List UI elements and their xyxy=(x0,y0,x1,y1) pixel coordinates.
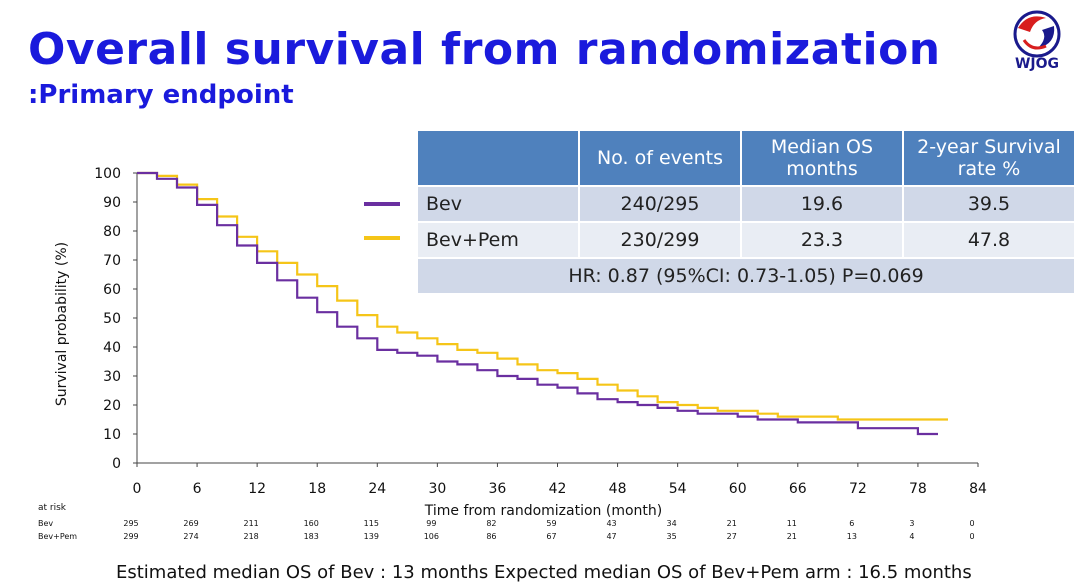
x-tick-label: 6 xyxy=(193,481,202,497)
results-table: No. of events Median OS months 2-year Su… xyxy=(418,131,1076,295)
at-risk-value: 0 xyxy=(969,519,974,528)
at-risk-value: 183 xyxy=(304,532,319,541)
at-risk-value: 43 xyxy=(606,519,616,528)
at-risk-value: 115 xyxy=(364,519,379,528)
table-row: Bev+Pem 230/299 23.3 47.8 xyxy=(418,223,1076,259)
y-tick-label: 100 xyxy=(94,166,121,182)
x-tick-label: 72 xyxy=(849,481,867,497)
at-risk-value: 47 xyxy=(606,532,616,541)
y-tick-label: 20 xyxy=(103,398,121,414)
at-risk-value: 86 xyxy=(486,532,496,541)
at-risk-value: 13 xyxy=(847,532,857,541)
x-tick-label: 24 xyxy=(368,481,386,497)
x-tick-label: 30 xyxy=(428,481,446,497)
chart-series xyxy=(137,171,948,436)
y-tick-label: 50 xyxy=(103,311,121,327)
table-header-median: Median OS months xyxy=(742,131,904,187)
table-cell-rate: 39.5 xyxy=(904,187,1076,223)
at-risk-value: 11 xyxy=(787,519,797,528)
chart-axes: 0 10 20 30 40 50 60 70 80 90 100 0 6 12 18 24 30 36 42 48 54… xyxy=(54,166,987,519)
table-cell-events: 240/295 xyxy=(580,187,742,223)
y-tick-label: 10 xyxy=(103,427,121,443)
y-tick-label: 90 xyxy=(103,195,121,211)
slide-title: Overall survival from randomization xyxy=(28,24,941,75)
at-risk-value: 82 xyxy=(486,519,496,528)
at-risk-value: 269 xyxy=(183,519,198,528)
at-risk-value: 21 xyxy=(727,519,737,528)
table-header-row: No. of events Median OS months 2-year Su… xyxy=(418,131,1076,187)
x-tick-label: 0 xyxy=(133,481,142,497)
x-tick-label: 12 xyxy=(248,481,266,497)
x-tick-label: 36 xyxy=(489,481,507,497)
x-tick-label: 48 xyxy=(609,481,627,497)
x-tick-label: 42 xyxy=(549,481,567,497)
x-tick-label: 54 xyxy=(669,481,687,497)
at-risk-value: 6 xyxy=(849,519,854,528)
x-axis-label: Time from randomization (month) xyxy=(424,503,663,519)
at-risk-value: 299 xyxy=(123,532,138,541)
table-cell-events: 230/299 xyxy=(580,223,742,259)
at-risk-value: 34 xyxy=(667,519,677,528)
x-tick-label: 78 xyxy=(909,481,927,497)
table-row: Bev 240/295 19.6 39.5 xyxy=(418,187,1076,223)
at-risk-row-name: Bev+Pem xyxy=(38,532,77,541)
hazard-ratio: HR: 0.87 (95%CI: 0.73-1.05) P=0.069 xyxy=(418,259,1076,295)
y-tick-label: 60 xyxy=(103,282,121,298)
legend-swatch-bevpem xyxy=(364,236,400,240)
at-risk-value: 59 xyxy=(546,519,556,528)
y-tick-label: 30 xyxy=(103,369,121,385)
at-risk-value: 139 xyxy=(364,532,379,541)
table-cell-group: Bev xyxy=(418,187,580,223)
table-cell-median: 23.3 xyxy=(742,223,904,259)
y-tick-label: 40 xyxy=(103,340,121,356)
at-risk-label: at risk xyxy=(38,503,67,513)
legend-swatch-bev xyxy=(364,202,400,206)
at-risk-value: 99 xyxy=(426,519,436,528)
table-row: HR: 0.87 (95%CI: 0.73-1.05) P=0.069 xyxy=(418,259,1076,295)
footnote: Estimated median OS of Bev : 13 months E… xyxy=(116,562,972,583)
at-risk-value: 211 xyxy=(244,519,259,528)
at-risk-value: 27 xyxy=(727,532,737,541)
at-risk-value: 295 xyxy=(123,519,138,528)
at-risk-value: 0 xyxy=(969,532,974,541)
x-tick-label: 66 xyxy=(789,481,807,497)
x-tick-label: 18 xyxy=(308,481,326,497)
at-risk-row-name: Bev xyxy=(38,519,53,528)
table-cell-group: Bev+Pem xyxy=(418,223,580,259)
at-risk-value: 160 xyxy=(304,519,319,528)
logo-text: WJOG xyxy=(1015,56,1059,72)
at-risk-value: 106 xyxy=(424,532,439,541)
at-risk-value: 4 xyxy=(909,532,914,541)
at-risk-value: 274 xyxy=(183,532,198,541)
table-header-rate: 2-year Survival rate % xyxy=(904,131,1076,187)
y-tick-label: 80 xyxy=(103,224,121,240)
at-risk-value: 67 xyxy=(546,532,556,541)
x-tick-label: 84 xyxy=(969,481,987,497)
table-header-empty xyxy=(418,131,580,187)
x-tick-label: 60 xyxy=(729,481,747,497)
y-axis-label: Survival probability (%) xyxy=(54,242,70,406)
wjog-logo: WJOG xyxy=(1013,10,1061,72)
at-risk-value: 21 xyxy=(787,532,797,541)
series-line-bev xyxy=(137,171,938,436)
at-risk-value: 218 xyxy=(244,532,259,541)
at-risk-value: 3 xyxy=(909,519,914,528)
at-risk-value: 35 xyxy=(667,532,677,541)
y-tick-label: 70 xyxy=(103,253,121,269)
table-header-events: No. of events xyxy=(580,131,742,187)
y-tick-label: 0 xyxy=(112,456,121,472)
table-cell-median: 19.6 xyxy=(742,187,904,223)
slide-subtitle: :Primary endpoint xyxy=(28,80,294,110)
table-cell-rate: 47.8 xyxy=(904,223,1076,259)
